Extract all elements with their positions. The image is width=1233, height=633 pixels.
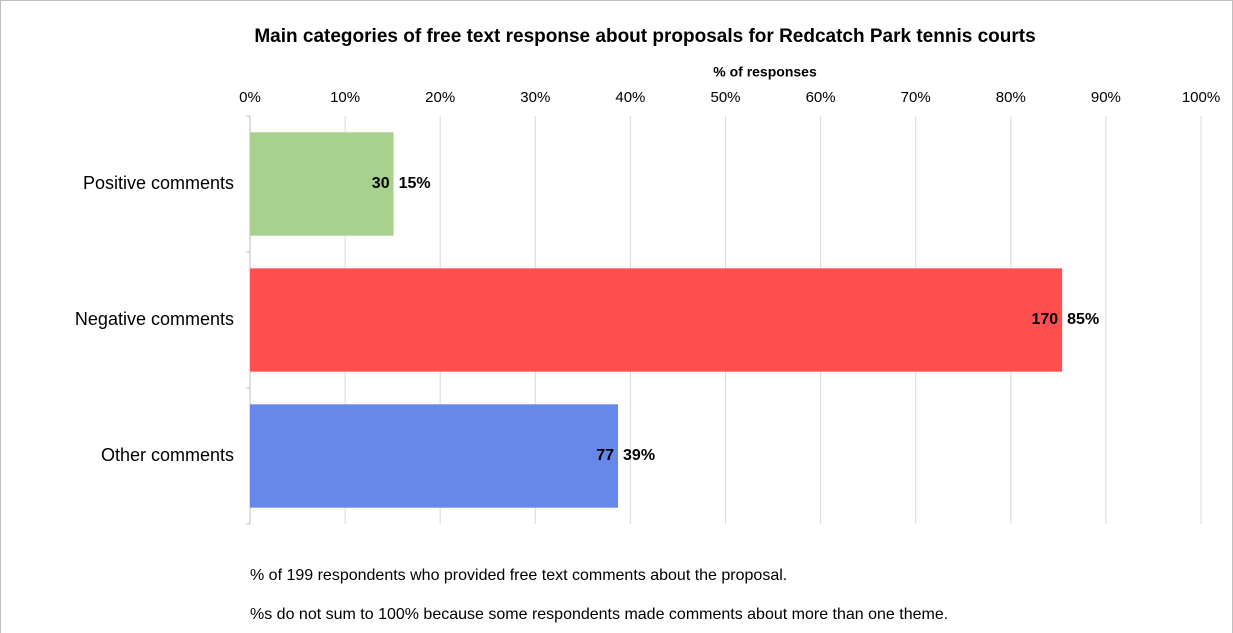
x-tick-label: 30% xyxy=(520,89,550,106)
count-label: 77 xyxy=(596,447,614,464)
x-tick-label: 100% xyxy=(1182,89,1220,106)
x-tick-label: 0% xyxy=(239,89,261,106)
bar xyxy=(250,132,394,236)
x-tick-label: 90% xyxy=(1091,89,1121,106)
y-tick-label: Positive comments xyxy=(83,173,234,193)
bar xyxy=(250,268,1063,372)
x-tick-label: 20% xyxy=(425,89,455,106)
x-tick-label: 60% xyxy=(806,89,836,106)
bar xyxy=(250,404,619,508)
value-label: 85% xyxy=(1067,311,1099,328)
count-label: 170 xyxy=(1031,311,1058,328)
value-label: 39% xyxy=(623,447,655,464)
y-tick-label: Negative comments xyxy=(75,309,234,329)
x-tick-label: 70% xyxy=(901,89,931,106)
y-tick-label: Other comments xyxy=(101,445,234,465)
x-tick-label: 80% xyxy=(996,89,1026,106)
x-axis-label: % of responses xyxy=(713,64,817,80)
x-tick-label: 10% xyxy=(330,89,360,106)
x-tick-label: 40% xyxy=(615,89,645,106)
count-label: 30 xyxy=(372,175,390,192)
chart-title: Main categories of free text response ab… xyxy=(254,26,1035,47)
note: %s do not sum to 100% because some respo… xyxy=(250,606,948,623)
x-tick-label: 50% xyxy=(710,89,740,106)
value-label: 15% xyxy=(399,175,431,192)
note: % of 199 respondents who provided free t… xyxy=(250,567,787,584)
